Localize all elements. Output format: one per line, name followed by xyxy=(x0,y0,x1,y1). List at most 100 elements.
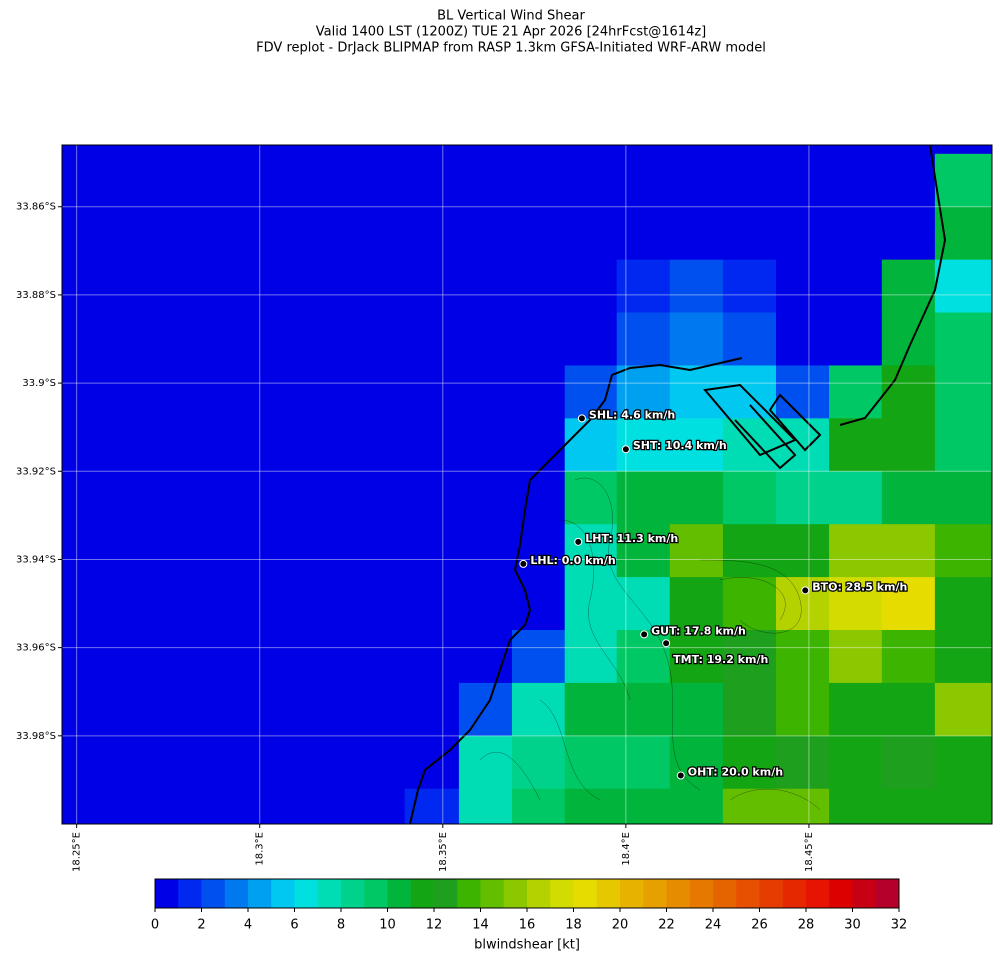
cell xyxy=(934,682,992,737)
colorbar-swatch xyxy=(480,879,505,908)
cell xyxy=(511,524,566,578)
cell xyxy=(564,788,618,824)
colorbar-swatch xyxy=(410,879,435,908)
station-dot xyxy=(662,639,671,648)
colorbar-tick-label: 6 xyxy=(290,918,298,933)
cell xyxy=(775,312,830,366)
cell xyxy=(616,312,671,366)
cell xyxy=(404,206,460,261)
cell xyxy=(881,735,936,790)
cell xyxy=(829,153,883,208)
colorbar-swatch xyxy=(852,879,877,908)
cell xyxy=(722,577,777,631)
colorbar-tick-label: 12 xyxy=(426,918,443,933)
cell xyxy=(934,471,992,525)
colorbar-tick-label: 32 xyxy=(891,918,908,933)
cell xyxy=(669,577,724,631)
cell xyxy=(511,312,566,366)
colorbar-swatch xyxy=(736,879,760,908)
cell xyxy=(458,153,513,208)
cell xyxy=(722,365,777,419)
cell xyxy=(404,630,460,684)
cell xyxy=(775,788,830,824)
station-dot xyxy=(640,630,649,639)
cell xyxy=(669,206,724,261)
cell xyxy=(934,630,992,684)
cell xyxy=(722,524,777,578)
colorbar-tick-label: 10 xyxy=(379,918,396,933)
cell xyxy=(404,524,460,578)
colorbar-tick-label: 26 xyxy=(751,918,768,933)
station-label: SHT: 10.4 km/h xyxy=(633,439,727,452)
cell xyxy=(722,153,777,208)
station-label: OHT: 20.0 km/h xyxy=(688,766,783,779)
cell xyxy=(829,365,883,419)
plot-frame xyxy=(61,144,993,825)
cell xyxy=(881,312,936,366)
cell xyxy=(669,153,724,208)
station-label: SHL: 4.6 km/h xyxy=(589,408,675,421)
cell xyxy=(616,259,671,314)
cell xyxy=(511,206,566,261)
cell xyxy=(616,524,671,578)
colorbar-label: blwindshear [kt] xyxy=(474,938,580,953)
cell xyxy=(881,682,936,737)
cell xyxy=(458,577,513,631)
cell xyxy=(511,418,566,472)
cell xyxy=(564,312,618,366)
cell xyxy=(458,312,513,366)
stations: SHL: 4.6 km/h SHT: 10.4 km/h LHT: 11.3 km/… xyxy=(519,407,909,780)
cell xyxy=(669,259,724,314)
cell xyxy=(722,788,777,824)
cell xyxy=(458,206,513,261)
colorbar: 0 2 4 6 8 10 12 14 16 18 20 22 24 26 28 30 32blwindshear… xyxy=(151,878,908,953)
cell xyxy=(881,365,936,419)
x-tick-label: 18.35°E xyxy=(438,832,449,872)
colorbar-tick-label: 18 xyxy=(565,918,582,933)
colorbar-tick-label: 14 xyxy=(472,918,489,933)
cell xyxy=(616,788,671,824)
y-tick-label: 33.86°S xyxy=(16,202,56,213)
colorbar-swatch xyxy=(713,879,737,908)
cell xyxy=(669,735,724,790)
cell xyxy=(564,153,618,208)
cell xyxy=(775,630,830,684)
cell xyxy=(511,365,566,419)
cell xyxy=(722,630,777,684)
colorbar-tick-label: 8 xyxy=(337,918,345,933)
station-dot xyxy=(577,414,586,423)
colorbar-swatch xyxy=(550,879,574,908)
cell xyxy=(934,418,992,472)
cell xyxy=(511,577,566,631)
cell xyxy=(881,259,936,314)
y-tick-label: 33.98°S xyxy=(16,731,56,742)
station-dot xyxy=(519,559,528,568)
title-line: FDV replot - DrJack BLIPMAP from RASP 1.… xyxy=(256,41,766,56)
cell xyxy=(829,788,883,824)
cell xyxy=(669,788,724,824)
cell xyxy=(511,735,566,790)
colorbar-swatch xyxy=(248,879,272,908)
cell xyxy=(669,682,724,737)
cell xyxy=(829,471,883,525)
station-dot xyxy=(676,771,685,780)
station-label: LHT: 11.3 km/h xyxy=(585,532,678,545)
cell xyxy=(881,577,936,631)
cell xyxy=(458,418,513,472)
colorbar-swatch xyxy=(224,879,249,908)
cell xyxy=(458,365,513,419)
x-tick-label: 18.25°E xyxy=(72,832,83,872)
colorbar-tick-label: 16 xyxy=(519,918,536,933)
cell xyxy=(775,524,830,578)
cell xyxy=(404,418,460,472)
cell xyxy=(458,788,513,824)
cell xyxy=(669,471,724,525)
cell xyxy=(722,259,777,314)
colorbar-swatch xyxy=(434,879,458,908)
cell xyxy=(829,206,883,261)
colorbar-tick-label: 30 xyxy=(844,918,861,933)
cell xyxy=(775,365,830,419)
y-tick-label: 33.94°S xyxy=(16,554,56,565)
cell xyxy=(775,206,830,261)
